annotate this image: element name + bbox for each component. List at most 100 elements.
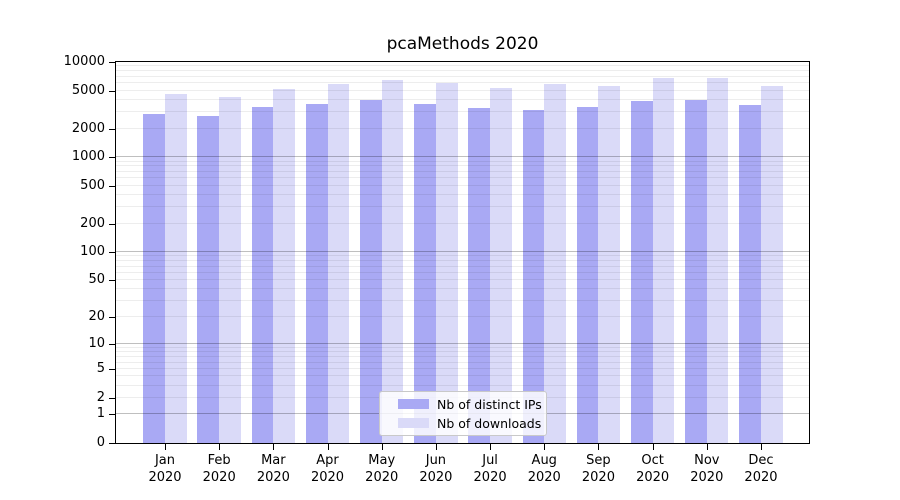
bar-nb-of-downloads-jan-2020 xyxy=(165,93,187,443)
x-axis-tick-mark xyxy=(544,444,546,450)
gridline-minor xyxy=(116,361,809,363)
gridline-minor xyxy=(116,351,809,353)
gridline-minor xyxy=(116,265,809,267)
y-axis-tick-label: 5000 xyxy=(71,82,105,98)
x-axis-tick-label: Oct 2020 xyxy=(636,453,670,485)
bar-nb-of-downloads-feb-2020 xyxy=(219,96,241,443)
bar-nb-of-distinct-ips-nov-2020 xyxy=(685,99,707,443)
legend-swatch-distinct-ips xyxy=(398,399,429,409)
x-axis-tick-mark xyxy=(273,444,275,450)
x-axis-tick-mark xyxy=(381,444,383,450)
gridline-minor xyxy=(116,170,809,172)
y-axis-tick-mark xyxy=(109,90,115,92)
bar-nb-of-distinct-ips-jun-2020 xyxy=(414,104,436,443)
gridline-minor xyxy=(116,194,809,196)
bar-nb-of-downloads-jun-2020 xyxy=(435,83,458,443)
bar-nb-of-distinct-ips-mar-2020 xyxy=(251,107,274,443)
x-axis-tick-mark xyxy=(490,444,492,450)
bar-nb-of-downloads-nov-2020 xyxy=(706,78,729,443)
y-axis-tick-mark xyxy=(109,414,115,416)
gridline-minor xyxy=(116,70,809,72)
gridline-minor xyxy=(116,271,809,273)
x-axis-tick-label: Mar 2020 xyxy=(256,453,290,485)
y-axis-tick-mark xyxy=(109,317,115,319)
gridline-minor xyxy=(116,165,809,167)
x-axis-tick-mark xyxy=(327,444,329,450)
gridline-major xyxy=(116,251,809,253)
gridline-minor xyxy=(116,299,809,301)
y-axis-tick-label: 20 xyxy=(88,309,105,325)
plot-area xyxy=(115,61,810,444)
gridline-minor xyxy=(116,160,809,162)
y-axis-tick-mark xyxy=(109,397,115,399)
x-axis-tick-label: Feb 2020 xyxy=(202,453,236,485)
y-axis-tick-label: 1000 xyxy=(71,149,105,165)
x-axis-tick-label: Jul 2020 xyxy=(473,453,507,485)
gridline-minor xyxy=(116,355,809,357)
gridline-minor xyxy=(116,288,809,290)
x-axis-tick-label: Jan 2020 xyxy=(148,453,182,485)
bar-nb-of-distinct-ips-apr-2020 xyxy=(305,103,328,443)
gridline-minor xyxy=(116,98,809,100)
y-axis-tick-mark xyxy=(109,157,115,159)
y-axis-tick-label: 0 xyxy=(96,435,105,450)
bar-nb-of-distinct-ips-aug-2020 xyxy=(522,109,545,443)
chart-title: pcaMethods 2020 xyxy=(386,34,539,54)
y-axis-tick-mark xyxy=(109,185,115,187)
gridline-minor xyxy=(116,184,809,186)
x-axis-tick-mark xyxy=(219,444,221,450)
y-axis-tick-mark xyxy=(109,368,115,370)
gridline-minor xyxy=(116,82,809,84)
gridline-minor xyxy=(116,75,809,77)
bar-nb-of-distinct-ips-jul-2020 xyxy=(468,107,491,443)
bar-nb-of-distinct-ips-sep-2020 xyxy=(576,107,599,443)
bar-nb-of-downloads-jul-2020 xyxy=(490,87,512,443)
gridline-minor xyxy=(116,110,809,112)
gridline-major xyxy=(116,342,809,344)
y-axis-tick-label: 200 xyxy=(80,215,105,231)
y-axis-tick-label: 10000 xyxy=(63,54,105,69)
gridline-minor xyxy=(116,384,809,386)
y-axis-tick-mark xyxy=(109,343,115,345)
x-axis-tick-mark xyxy=(706,444,708,450)
bar-nb-of-distinct-ips-feb-2020 xyxy=(197,116,220,443)
gridline-minor xyxy=(116,255,809,257)
gridline-minor xyxy=(116,367,809,369)
x-axis-tick-label: Nov 2020 xyxy=(690,453,724,485)
y-axis-tick-label: 500 xyxy=(80,177,105,193)
bar-nb-of-distinct-ips-jan-2020 xyxy=(143,113,165,443)
legend-item-downloads: Nb of downloads xyxy=(380,416,546,431)
y-axis-tick-mark xyxy=(109,223,115,225)
bar-nb-of-downloads-apr-2020 xyxy=(327,84,350,443)
legend-label-downloads: Nb of downloads xyxy=(437,415,542,431)
bar-nb-of-downloads-aug-2020 xyxy=(544,84,566,443)
bar-nb-of-distinct-ips-oct-2020 xyxy=(630,100,653,443)
x-axis-tick-label: Apr 2020 xyxy=(310,453,345,485)
bar-nb-of-downloads-oct-2020 xyxy=(652,77,675,443)
legend-item-distinct-ips: Nb of distinct IPs xyxy=(380,397,546,412)
gridline-minor xyxy=(116,127,809,129)
legend-label-distinct-ips: Nb of distinct IPs xyxy=(437,396,542,412)
y-axis-tick-mark xyxy=(109,443,115,444)
gridline-minor xyxy=(116,260,809,262)
y-axis-tick-label: 2 xyxy=(96,389,105,405)
y-axis-tick-label: 100 xyxy=(80,244,105,260)
legend: Nb of distinct IPs Nb of downloads xyxy=(379,391,547,436)
y-axis-tick-label: 50 xyxy=(88,272,105,288)
bar-nb-of-downloads-sep-2020 xyxy=(598,85,621,443)
gridline-minor xyxy=(116,222,809,224)
y-axis-tick-mark xyxy=(109,280,115,282)
legend-swatch-downloads xyxy=(398,418,429,428)
y-axis-tick-label: 1 xyxy=(96,406,105,422)
x-axis-tick-mark xyxy=(435,444,437,450)
bar-nb-of-downloads-dec-2020 xyxy=(760,86,783,443)
y-axis-tick-mark xyxy=(109,62,115,63)
x-axis-tick-mark xyxy=(598,444,600,450)
x-axis-tick-label: Aug 2020 xyxy=(527,453,561,485)
gridline-minor xyxy=(116,65,809,67)
x-axis-tick-mark xyxy=(165,444,166,450)
gridline-minor xyxy=(116,346,809,348)
gridline-minor xyxy=(116,177,809,179)
gridline-minor xyxy=(116,89,809,91)
bar-nb-of-distinct-ips-may-2020 xyxy=(360,100,382,443)
